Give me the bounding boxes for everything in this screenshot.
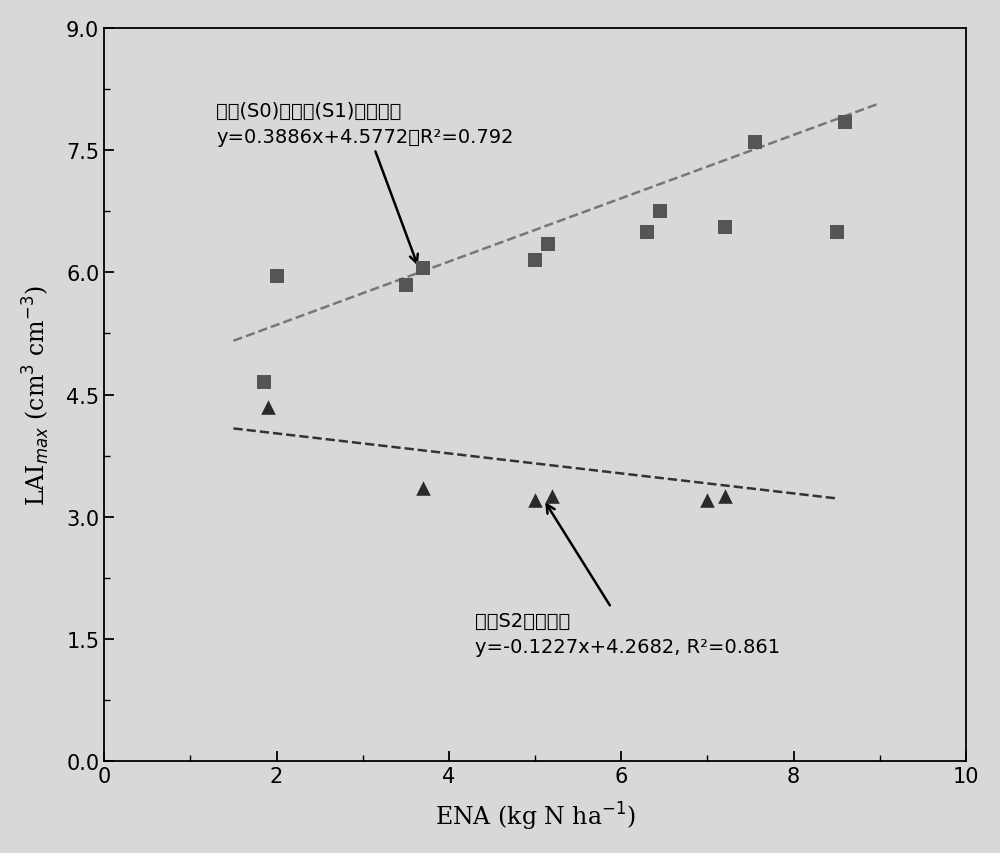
- Point: [829, 225, 845, 239]
- Point: [527, 494, 543, 508]
- Point: [256, 376, 272, 390]
- Y-axis label: LAI$_{max}$ (cm$^{3}$ cm$^{-3}$): LAI$_{max}$ (cm$^{3}$ cm$^{-3}$): [21, 285, 52, 505]
- Point: [415, 262, 431, 276]
- Text: 低盐(S0)和中盐(S1)水平下：
y=0.3886x+4.5772，R²=0.792: 低盐(S0)和中盐(S1)水平下： y=0.3886x+4.5772，R²=0.…: [216, 102, 514, 264]
- Point: [837, 115, 853, 129]
- Point: [717, 490, 733, 503]
- Point: [699, 494, 715, 508]
- Point: [415, 482, 431, 496]
- X-axis label: ENA (kg N ha$^{-1}$): ENA (kg N ha$^{-1}$): [435, 800, 635, 833]
- Point: [652, 205, 668, 218]
- Point: [260, 400, 276, 414]
- Point: [527, 254, 543, 268]
- Point: [747, 136, 763, 149]
- Point: [639, 225, 655, 239]
- Point: [398, 278, 414, 292]
- Point: [717, 222, 733, 235]
- Text: 高盐S2水平下：
y=-0.1227x+4.2682, R²=0.861: 高盐S2水平下： y=-0.1227x+4.2682, R²=0.861: [475, 505, 780, 656]
- Point: [544, 490, 560, 503]
- Point: [540, 238, 556, 252]
- Point: [269, 270, 285, 284]
